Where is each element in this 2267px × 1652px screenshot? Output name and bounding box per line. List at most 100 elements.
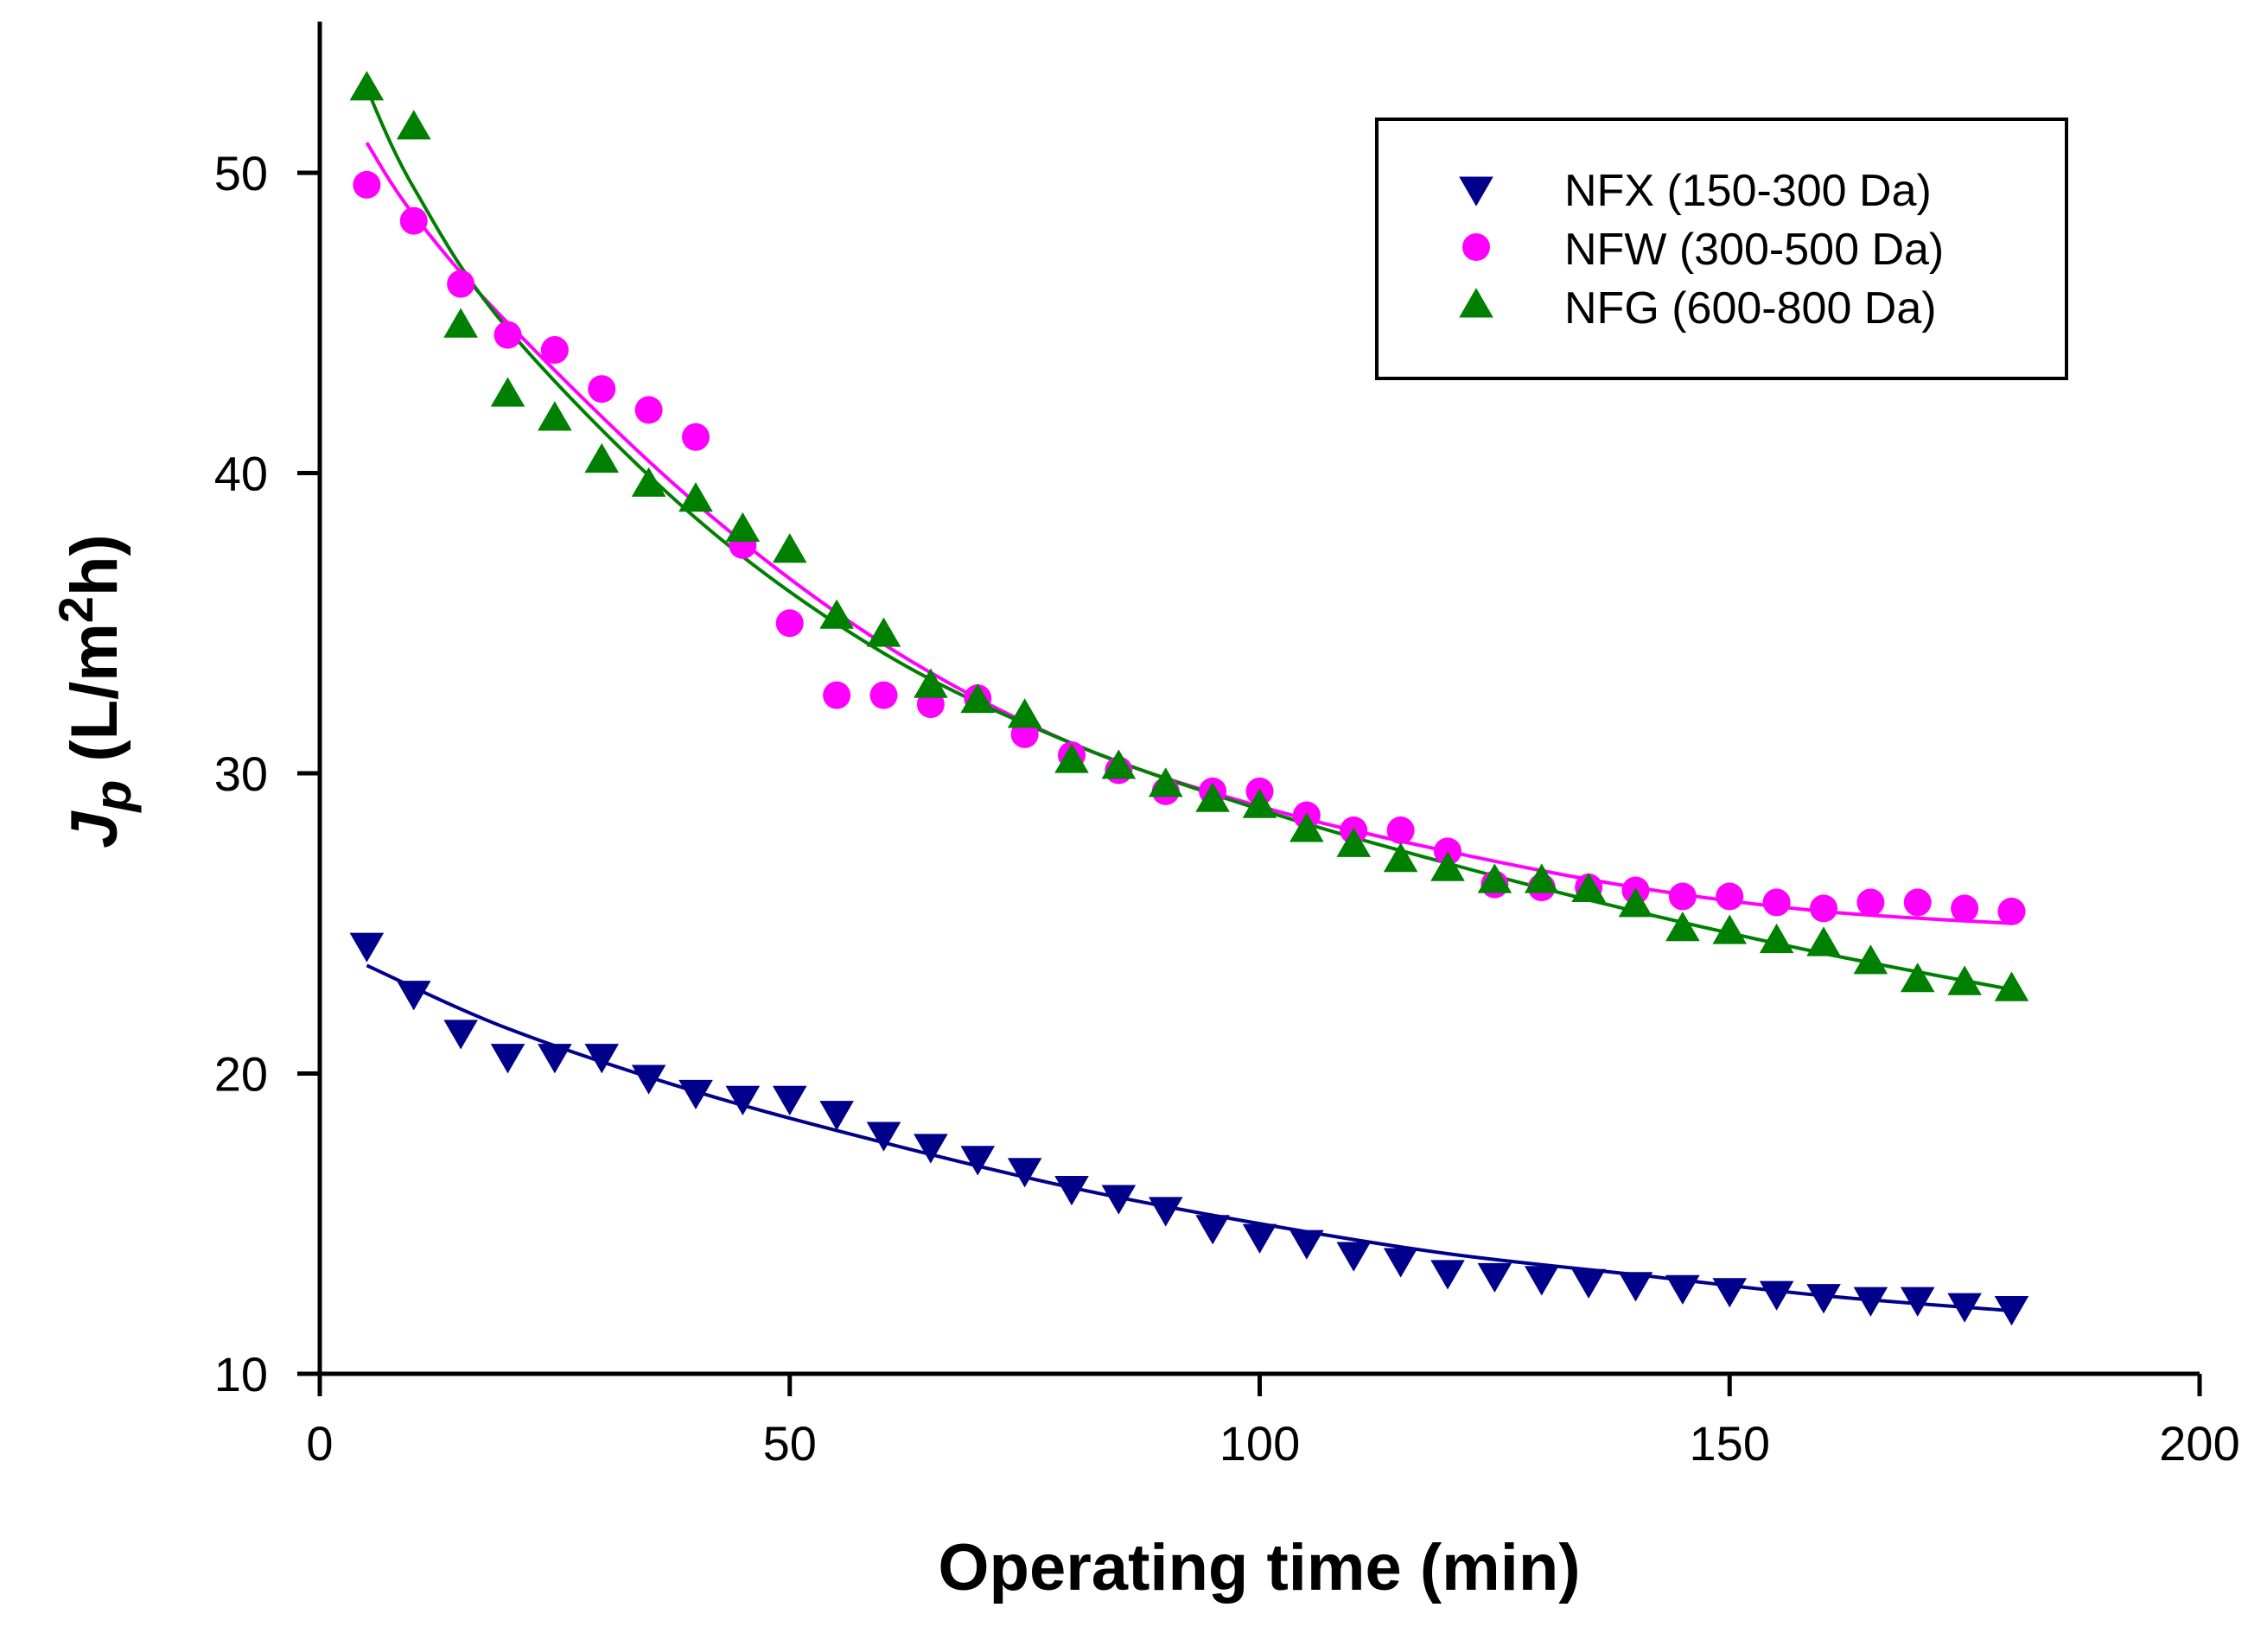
data-point-triangle-down (1007, 1158, 1042, 1188)
data-point-triangle-down (396, 981, 431, 1011)
data-point-triangle-down (490, 1044, 525, 1074)
legend-label: NFW (300-500 Da) (1564, 225, 1944, 275)
data-point-triangle-up (866, 617, 901, 647)
data-point-triangle-up (631, 467, 666, 497)
data-point-triangle-up (1007, 698, 1042, 728)
data-point-triangle-up (1853, 944, 1888, 975)
legend-box (1375, 118, 2068, 380)
legend-label: NFX (150-300 Da) (1564, 166, 1932, 216)
data-point-triangle-down (1336, 1242, 1372, 1272)
data-point-triangle-down (1101, 1185, 1137, 1215)
data-point-triangle-down (538, 1044, 572, 1074)
data-point-triangle-up (1383, 842, 1418, 873)
data-point-triangle-up (1665, 912, 1700, 942)
legend-marker-circle (1462, 233, 1490, 261)
data-point-triangle-down (914, 1134, 948, 1164)
data-point-triangle-up (960, 683, 996, 714)
x-axis-title: Operating time (min) (938, 1531, 1580, 1604)
data-point-triangle-down (1195, 1215, 1230, 1245)
data-point-triangle-up (1477, 863, 1512, 893)
data-point-circle (775, 609, 804, 638)
y-axis-subscript: p (84, 780, 142, 814)
data-point-triangle-down (1477, 1262, 1512, 1293)
data-point-circle (1762, 888, 1791, 917)
data-point-triangle-down (866, 1121, 901, 1152)
data-point-triangle-up (678, 482, 713, 512)
data-point-circle (1810, 894, 1837, 923)
data-point-triangle-up (1430, 851, 1465, 881)
data-point-circle (494, 321, 522, 349)
data-point-triangle-up (725, 511, 761, 543)
legend-label: NFG (600-800 Da) (1564, 283, 1937, 334)
data-point-triangle-down (1383, 1248, 1418, 1278)
data-point-circle (1903, 888, 1932, 917)
data-point-triangle-up (1101, 749, 1137, 779)
data-point-triangle-down (1994, 1296, 2029, 1326)
y-axis-symbol: J (58, 810, 131, 848)
data-point-triangle-down (960, 1146, 996, 1176)
data-point-triangle-down (1665, 1274, 1700, 1305)
data-point-triangle-up (1195, 782, 1230, 812)
data-point-circle (1668, 882, 1697, 911)
data-point-triangle-down (772, 1085, 807, 1115)
data-point-triangle-up (538, 401, 572, 431)
x-tick-label: 0 (306, 1416, 333, 1471)
data-point-circle (869, 681, 898, 709)
data-point-triangle-down (1618, 1272, 1653, 1302)
ticks: 0 50 100 150 200 10 20 30 40 50 (214, 146, 2240, 1471)
data-point-circle (399, 206, 428, 235)
data-point-triangle-up (1524, 863, 1559, 893)
data-point-triangle-down (443, 1020, 478, 1050)
x-tick-label: 200 (2159, 1416, 2239, 1471)
data-point-circle (682, 423, 710, 451)
data-point-triangle-down (1290, 1229, 1324, 1260)
data-point-circle (540, 336, 569, 365)
data-point-triangle-up (1148, 767, 1183, 797)
data-points (349, 71, 2029, 1326)
x-tick-label: 50 (763, 1416, 817, 1471)
data-point-triangle-down (1242, 1223, 1277, 1254)
y-tick-label: 20 (214, 1047, 268, 1102)
data-point-circle (1386, 816, 1415, 845)
data-point-triangle-down (1947, 1293, 1982, 1323)
data-point-triangle-up (1759, 923, 1794, 954)
data-point-triangle-down (1853, 1287, 1888, 1317)
data-point-triangle-down (1524, 1266, 1559, 1296)
data-point-triangle-up (1336, 827, 1372, 857)
data-point-triangle-up (1054, 743, 1089, 773)
data-point-triangle-down (1806, 1284, 1841, 1314)
data-point-triangle-down (1900, 1287, 1935, 1317)
legend: NFX (150-300 Da) NFW (300-500 Da) NFG (600… (1375, 118, 2068, 380)
data-point-triangle-up (490, 377, 525, 407)
legend-marker-triangle-down (1459, 176, 1493, 206)
y-tick-label: 10 (214, 1347, 268, 1401)
data-point-circle (1997, 897, 2026, 925)
data-point-triangle-down (631, 1064, 666, 1095)
data-point-triangle-down (819, 1101, 854, 1131)
data-point-triangle-down (584, 1044, 620, 1074)
data-point-circle (1856, 888, 1885, 917)
data-point-triangle-up (349, 71, 385, 101)
data-point-triangle-up (584, 442, 620, 473)
data-point-triangle-down (1054, 1176, 1089, 1206)
data-point-triangle-up (443, 308, 478, 338)
x-tick-label: 150 (1690, 1416, 1770, 1471)
data-point-triangle-up (1242, 788, 1277, 818)
y-tick-label: 40 (214, 447, 268, 501)
y-axis-title: Jp (L/m2h) (48, 534, 142, 848)
data-point-triangle-up (1290, 812, 1324, 842)
y-tick-label: 50 (214, 146, 268, 200)
data-point-circle (823, 681, 851, 709)
data-point-circle (353, 170, 381, 199)
data-point-triangle-down (1759, 1280, 1794, 1311)
legend-marker-triangle-up (1459, 288, 1493, 318)
data-point-triangle-down (349, 932, 385, 963)
data-point-triangle-up (1618, 887, 1653, 918)
data-point-circle (1434, 837, 1461, 866)
y-tick-label: 30 (214, 747, 268, 801)
data-point-triangle-down (1148, 1197, 1183, 1227)
data-point-circle (1951, 894, 1979, 923)
data-point-triangle-up (819, 599, 854, 629)
data-point-triangle-down (1712, 1278, 1748, 1308)
